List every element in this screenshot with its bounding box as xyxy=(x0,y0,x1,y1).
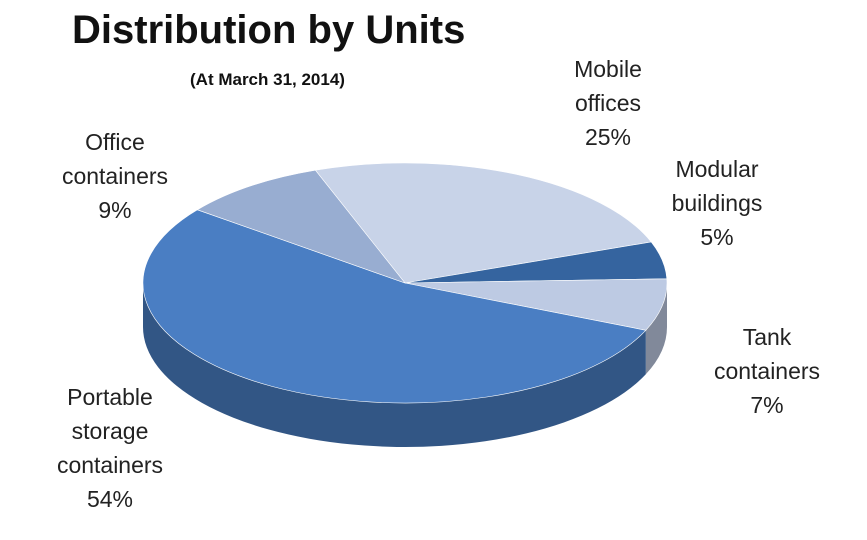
label-mobile-offices-line2: offices xyxy=(574,90,642,116)
pie-slice-2 xyxy=(404,278,668,331)
label-mobile-offices-line1: Mobile xyxy=(574,56,642,82)
label-modular-buildings-line2: buildings xyxy=(671,190,763,216)
label-office-containers-line2: containers xyxy=(61,163,169,189)
label-tank-containers-percent: 7% xyxy=(750,392,784,418)
label-portable-storage: Portable storage containers 54% xyxy=(10,380,210,516)
label-office-containers: Office containers 9% xyxy=(30,125,200,227)
label-tank-containers-line1: Tank xyxy=(742,324,792,350)
pie-side-3 xyxy=(143,283,646,448)
pie-slices xyxy=(142,162,668,404)
pie-slice-4 xyxy=(196,169,406,284)
pie-slice-3 xyxy=(142,209,647,404)
label-portable-storage-line1: Portable xyxy=(67,384,153,410)
label-tank-containers-line2: containers xyxy=(713,358,821,384)
chart-subtitle: (At March 31, 2014) xyxy=(190,70,345,89)
label-mobile-offices: Mobile offices 25% xyxy=(548,52,668,154)
pie-side-2 xyxy=(645,283,667,375)
label-mobile-offices-percent: 25% xyxy=(584,124,632,150)
label-modular-buildings-line1: Modular xyxy=(675,156,759,182)
pie-slice-0 xyxy=(314,162,652,284)
label-office-containers-percent: 9% xyxy=(98,197,132,223)
label-modular-buildings: Modular buildings 5% xyxy=(642,152,792,254)
pie-sides xyxy=(143,283,667,448)
label-portable-storage-line3: containers xyxy=(56,452,164,478)
label-portable-storage-percent: 54% xyxy=(86,486,134,512)
label-portable-storage-line2: storage xyxy=(71,418,149,444)
label-tank-containers: Tank containers 7% xyxy=(672,320,862,422)
label-office-containers-line1: Office xyxy=(85,129,145,155)
label-modular-buildings-percent: 5% xyxy=(700,224,734,250)
chart-title: Distribution by Units xyxy=(72,8,466,52)
